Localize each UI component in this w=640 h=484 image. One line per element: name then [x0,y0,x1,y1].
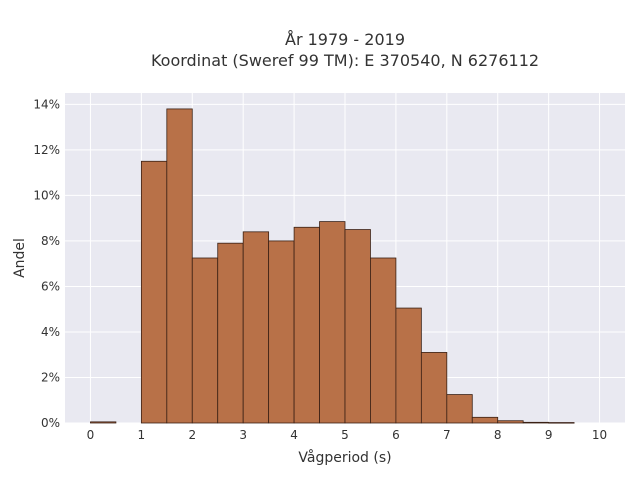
chart-title-line1: År 1979 - 2019 [285,30,405,49]
x-tick-label: 8 [494,428,502,442]
histogram-bar [217,242,244,424]
histogram-bar [140,160,168,424]
y-tick-label: 14% [33,97,60,111]
x-tick-label: 4 [290,428,298,442]
x-tick-label: 9 [545,428,553,442]
histogram-bar [497,420,524,424]
histogram-bar [319,221,346,424]
x-tick-label: 10 [592,428,607,442]
y-tick-label: 6% [41,279,60,293]
x-tick-label: 0 [87,428,95,442]
y-tick-label: 4% [41,325,60,339]
chart-title-line2: Koordinat (Sweref 99 TM): E 370540, N 62… [151,51,539,70]
y-tick-label: 8% [41,234,60,248]
y-tick-label: 2% [41,370,60,384]
histogram-bar [242,231,270,424]
x-tick-label: 6 [392,428,400,442]
x-tick-label: 3 [239,428,247,442]
histogram-bar [166,108,193,424]
x-tick-label: 7 [443,428,451,442]
y-tick-label: 0% [41,416,60,430]
x-axis-label: Vågperiod (s) [298,449,391,466]
axis-tick-labels: 0 1 2 3 4 5 6 7 8 9 10 0% 2% 4% 6% 8% 10% 12% 14% [33,97,607,442]
histogram-bar [395,307,422,424]
histogram-bars [90,108,575,424]
histogram-bar [370,257,397,424]
histogram-bar [420,352,448,424]
histogram-bar [471,416,499,424]
x-tick-label: 1 [138,428,146,442]
x-tick-label: 5 [341,428,349,442]
histogram-bar [548,422,575,424]
histogram-bar [90,421,117,424]
histogram-bar [191,257,219,424]
y-tick-label: 10% [33,188,60,202]
x-tick-label: 2 [188,428,196,442]
histogram-bar [446,394,473,424]
y-tick-label: 12% [33,143,60,157]
histogram-bar [293,226,320,424]
y-axis-label: Andel [12,238,28,278]
histogram-bar [268,240,295,424]
histogram-bar [522,421,550,424]
histogram-bar [344,229,371,424]
